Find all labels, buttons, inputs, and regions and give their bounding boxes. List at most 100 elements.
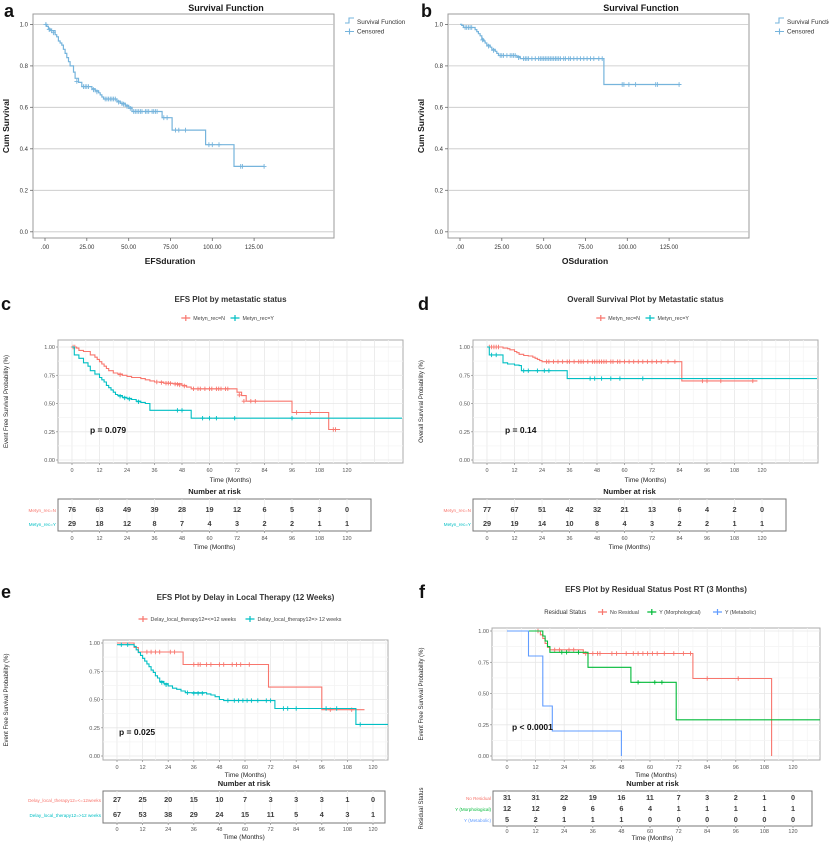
x-tick: 96 — [319, 765, 325, 771]
legend-step-glyph — [345, 17, 354, 24]
panel-letter-d: d — [418, 294, 429, 314]
risk-count: 12 — [503, 804, 511, 813]
x-tick: 60 — [621, 468, 627, 474]
x-tick: 24 — [539, 468, 545, 474]
km-plot-b-mount: Survival Function Survival Function Censor… — [415, 0, 829, 288]
risk-count: 1 — [345, 519, 349, 528]
risk-count: 32 — [593, 505, 601, 514]
risk-count: 51 — [538, 505, 546, 514]
km-plot-c: EFS Plot by metastatic status Metyn_rec=N… — [4, 295, 404, 551]
risk-x-tick: 24 — [124, 536, 130, 542]
x-tick: 108 — [315, 468, 324, 474]
panel-c: c EFS Plot by metastatic status Metyn_rec… — [0, 290, 414, 576]
risk-x-tick: 72 — [268, 827, 274, 833]
x-tick: .00 — [456, 245, 465, 251]
risk-count: 0 — [791, 815, 795, 824]
risk-x-tick: 0 — [70, 536, 73, 542]
survival-curve-2 — [507, 630, 622, 756]
risk-count: 3 — [294, 795, 298, 804]
y-axis-label: Cum Survival — [1, 99, 11, 153]
panel-f: f EFS Plot by Residual Status Post RT (3… — [415, 578, 829, 843]
x-tick: 48 — [618, 765, 624, 771]
series-group — [487, 344, 817, 384]
legend-label: Metyn_rec=Y — [243, 316, 275, 322]
legend-label: No Residual — [610, 610, 639, 616]
x-axis-label: Time (Months) — [210, 477, 252, 484]
y-axis-label: Overall Survival Probability (%) — [419, 360, 425, 443]
survival-curve-1 — [72, 346, 402, 419]
risk-x-tick: 72 — [234, 536, 240, 542]
x-tick: 96 — [704, 468, 710, 474]
x-tick: 120 — [368, 765, 377, 771]
legend-glyph — [598, 609, 607, 615]
km-plot-c-mount: EFS Plot by metastatic status Metyn_rec=N… — [0, 290, 414, 576]
km-plot-a: Survival Function Survival Function Censor… — [1, 3, 406, 266]
risk-count: 49 — [123, 505, 131, 514]
risk-count: 1 — [734, 804, 738, 813]
risk-count: 29 — [68, 519, 76, 528]
legend-label: Survival Function — [357, 19, 406, 26]
y-tick: 1.00 — [459, 345, 470, 351]
panel-letter-b: b — [421, 1, 432, 21]
risk-count: 2 — [534, 815, 538, 824]
risk-y-axis-label: Residual Status — [419, 787, 425, 829]
risk-x-tick: 84 — [676, 536, 682, 542]
x-tick: 0 — [505, 765, 508, 771]
x-tick: 25.00 — [79, 245, 95, 251]
risk-table-title: Number at risk — [188, 487, 241, 496]
y-tick: 0.75 — [44, 373, 55, 379]
risk-count: 6 — [262, 505, 266, 514]
y-tick: 0.50 — [89, 698, 100, 704]
risk-count: 3 — [269, 795, 273, 804]
panel-letter-f: f — [419, 582, 425, 602]
risk-count: 19 — [589, 793, 597, 802]
risk-count: 0 — [760, 505, 764, 514]
x-tick: 125.00 — [245, 245, 264, 251]
risk-count: 38 — [164, 810, 172, 819]
panel-e: e EFS Plot by Delay in Local Therapy (12… — [0, 578, 414, 843]
plot-area — [32, 13, 335, 239]
legend-glyph — [245, 616, 255, 622]
y-axis-label: Event Free Survival Probability (%) — [4, 355, 10, 448]
risk-x-tick: 48 — [618, 829, 624, 835]
risk-count: 4 — [320, 810, 325, 819]
p-value: p < 0.0001 — [512, 722, 553, 732]
risk-x-tick: 36 — [590, 829, 596, 835]
survival-curve — [45, 23, 265, 167]
risk-count: 11 — [646, 793, 654, 802]
risk-table-box — [492, 790, 813, 827]
y-tick: 0.4 — [20, 147, 29, 153]
risk-count: 16 — [617, 793, 625, 802]
legend-censor-glyph — [345, 28, 354, 35]
risk-x-tick: 48 — [179, 536, 185, 542]
x-tick: 96 — [733, 765, 739, 771]
y-tick: 0.75 — [89, 669, 100, 675]
y-tick: 1.0 — [435, 22, 444, 28]
y-tick: 0.25 — [89, 726, 100, 732]
risk-count: 1 — [762, 793, 766, 802]
risk-count: 19 — [205, 505, 213, 514]
x-tick: 120 — [788, 765, 797, 771]
risk-count: 5 — [294, 810, 298, 819]
risk-x-tick: 96 — [319, 827, 325, 833]
y-axis-label: Event Free Survival Probability (%) — [419, 647, 425, 740]
legend-label: Delay_local_therapy12=<=12 weeks — [151, 617, 237, 623]
y-tick: 1.00 — [89, 641, 100, 647]
x-tick: 84 — [261, 468, 267, 474]
risk-x-tick: 12 — [140, 827, 146, 833]
risk-x-tick: 36 — [151, 536, 157, 542]
risk-count: 1 — [345, 795, 349, 804]
risk-count: 4 — [648, 804, 653, 813]
x-tick: 108 — [343, 765, 352, 771]
risk-count: 19 — [510, 519, 518, 528]
risk-count: 53 — [139, 810, 147, 819]
y-tick: 0.75 — [459, 373, 470, 379]
x-tick: 84 — [676, 468, 682, 474]
risk-row-label: No Residual — [466, 796, 491, 801]
legend-glyph — [138, 616, 148, 622]
risk-count: 67 — [510, 505, 518, 514]
series-group — [70, 344, 402, 432]
plot-area — [491, 627, 821, 761]
risk-count: 12 — [532, 804, 540, 813]
x-tick: 108 — [760, 765, 769, 771]
